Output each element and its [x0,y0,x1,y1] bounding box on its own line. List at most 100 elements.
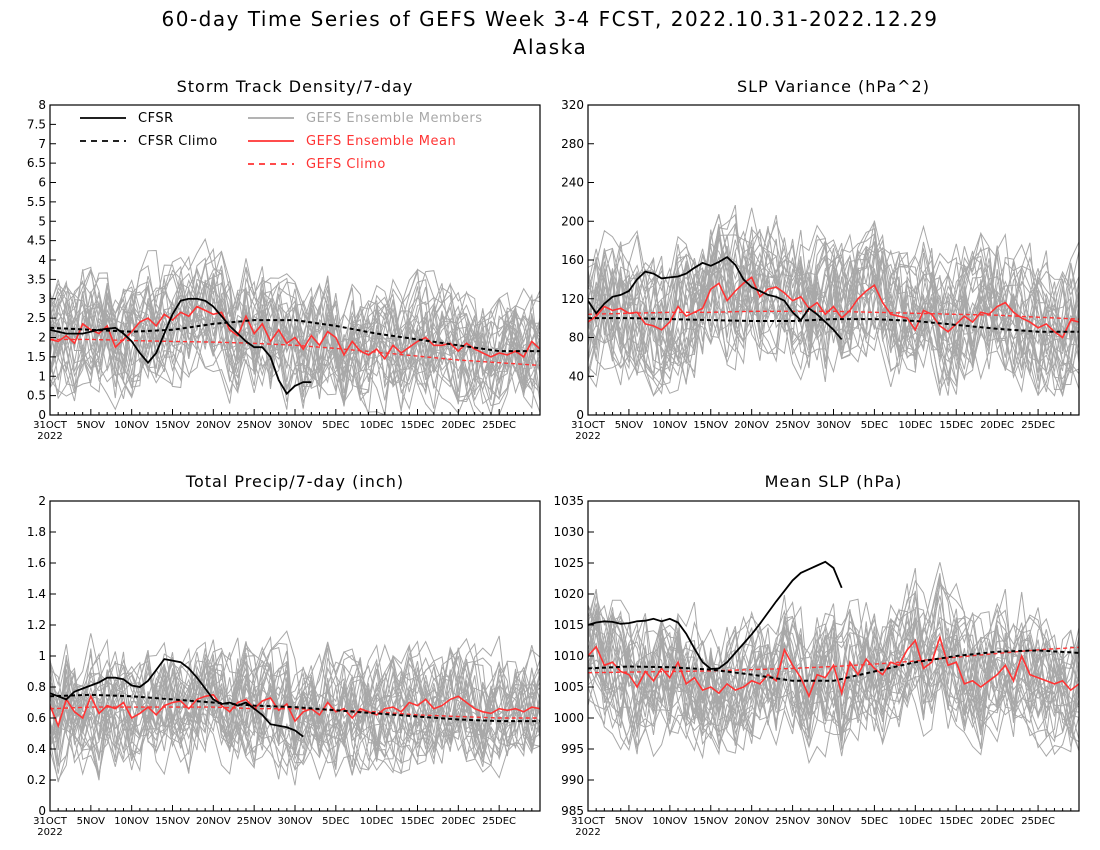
ensemble-members [50,630,540,786]
x-tick-label: 15NOV [693,420,728,431]
series-gefs-ensemble-mean [588,634,1079,699]
panel-title: Mean SLP (hPa) [765,472,903,491]
x-tick-label: 15NOV [155,816,190,827]
y-tick-label: 1.4 [27,587,46,601]
x-tick-label: 5NOV [615,420,644,431]
legend-label: CFSR [138,111,174,126]
ensemble-member-line [588,233,1079,382]
x-tick-label: 5DEC [861,816,888,827]
series-gefs-climo [50,706,540,719]
x-tick-label: 30NOV [278,816,313,827]
x-year-label: 2022 [37,431,62,442]
x-tick-label: 20NOV [196,816,231,827]
x-tick-label: 31OCT [571,420,606,431]
y-tick-label: 1025 [553,556,584,570]
ensemble-members [588,562,1079,765]
panel-slp-variance: SLP Variance (hPa^2) 0 40 80 120 160 200 240 280… [561,77,1080,442]
y-tick-label: 3.5 [27,272,46,286]
y-tick-label: 1035 [553,494,584,508]
series-gefs-climo [50,338,540,367]
y-tick-label: 1030 [553,525,584,539]
x-tick-label: 15NOV [155,420,190,431]
panel-mean-slp: Mean SLP (hPa) 985 990 995 1000 1005 1010 1015 1… [553,472,1080,838]
y-tick-label: 5 [38,214,46,228]
ensemble-member-line [588,606,1079,747]
y-tick-label: 240 [561,176,584,190]
x-tick-label: 15DEC [939,816,973,827]
x-tick-label: 20DEC [980,816,1014,827]
ensemble-member-line [50,641,540,771]
series-gefs-ensemble-mean [588,276,1079,339]
y-tick-label: 5.5 [27,195,46,209]
series-cfsr [50,297,312,396]
y-tick-label: 280 [561,137,584,151]
y-tick-label: 0.2 [27,773,46,787]
ensemble-member-line [588,225,1079,387]
ensemble-member-line [588,583,1079,751]
y-tick-label: 1.5 [27,350,46,364]
main-title: 60-day Time Series of GEFS Week 3-4 FCST… [162,7,939,31]
x-tick-label: 20DEC [441,816,475,827]
legend-label: CFSR Climo [138,134,218,149]
y-tick-label: 1.2 [27,618,46,632]
y-tick-label: 0 [576,408,584,422]
y-tick-label: 7 [38,137,46,151]
y-tick-label: 2 [38,494,46,508]
y-tick-label: 2.5 [27,311,46,325]
x-tick-label: 25DEC [1021,816,1055,827]
ensemble-member-line [588,246,1079,393]
x-tick-label: 15DEC [939,420,973,431]
x-tick-label: 20DEC [441,420,475,431]
y-tick-label: 0.4 [27,742,46,756]
x-tick-label: 25NOV [237,816,272,827]
x-tick-label: 5DEC [322,816,349,827]
y-tick-label: 120 [561,292,584,306]
x-tick-label: 31OCT [571,816,606,827]
ensemble-member-line [588,214,1079,398]
x-tick-label: 15DEC [401,816,435,827]
legend-label: GEFS Climo [306,157,386,172]
ensemble-member-line [50,265,540,401]
y-tick-label: 2 [38,331,46,345]
x-tick-label: 5NOV [615,816,644,827]
x-tick-label: 30NOV [816,420,851,431]
x-year-label: 2022 [575,827,600,838]
x-tick-label: 31OCT [33,420,68,431]
y-tick-label: 1 [38,649,46,663]
x-tick-label: 25NOV [775,420,810,431]
ensemble-member-line [50,247,540,406]
x-tick-label: 10NOV [652,420,687,431]
ensemble-members [50,237,540,415]
x-tick-label: 25NOV [237,420,272,431]
x-tick-label: 25DEC [482,420,516,431]
x-tick-label: 15NOV [693,816,728,827]
ensemble-member-line [588,244,1079,378]
y-tick-label: 7.5 [27,117,46,131]
legend-label: GEFS Ensemble Members [306,111,483,126]
series-cfsr-climo [588,649,1079,682]
x-tick-label: 20NOV [734,420,769,431]
x-tick-label: 25DEC [1021,420,1055,431]
panel-title: SLP Variance (hPa^2) [737,77,930,96]
series-gefs-ensemble-mean [50,693,540,729]
x-tick-label: 10NOV [114,816,149,827]
series-gefs-ensemble-mean [50,305,540,361]
panel-title: Total Precip/7-day (inch) [185,472,404,491]
ensemble-member-line [588,617,1079,751]
y-tick-label: 6.5 [27,156,46,170]
series-cfsr-climo [50,693,540,723]
ensemble-member-line [588,213,1079,375]
panel-total-precip: Total Precip/7-day (inch) 0 0.2 0.4 0.6 0.8 1 1… [27,472,541,838]
ensemble-member-line [50,252,540,399]
y-tick-label: 4.5 [27,234,46,248]
x-tick-label: 10DEC [898,816,932,827]
ensemble-member-line [588,230,1079,394]
series-cfsr-climo [588,317,1079,333]
x-tick-label: 15DEC [401,420,435,431]
panel-storm-track-density: Storm Track Density/7-day 0 0.5 1 1.5 2 2.5 3 3.… [27,77,541,442]
ensemble-member-line [50,647,540,765]
y-tick-label: 200 [561,214,584,228]
legend-label: GEFS Ensemble Mean [306,134,456,149]
y-tick-label: 1000 [553,711,584,725]
y-tick-label: 80 [569,331,584,345]
